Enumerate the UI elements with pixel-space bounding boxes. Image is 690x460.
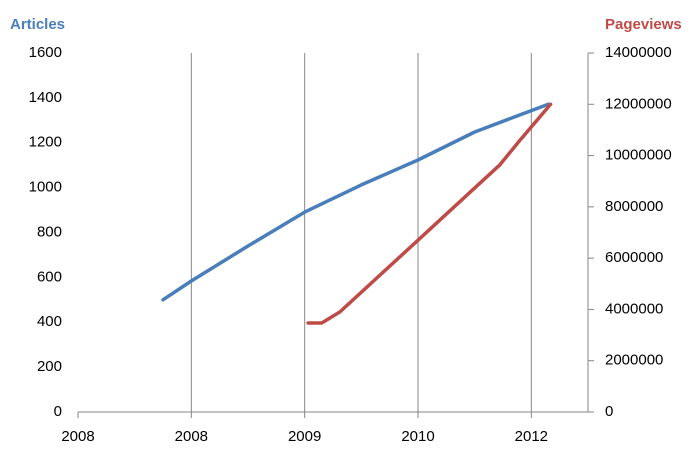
y-tick-label: 200 [37, 358, 62, 375]
y-axis-title: Articles [10, 16, 65, 33]
y2-axis-title: Pageviews [605, 16, 682, 33]
y2-tick-label: 0 [605, 403, 613, 420]
y-tick-label: 600 [37, 268, 62, 285]
y-tick-label: 800 [37, 223, 62, 240]
y-tick-label: 0 [54, 403, 62, 420]
series-line [306, 102, 553, 325]
y-tick-label: 400 [37, 313, 62, 330]
y2-tick-label: 4000000 [605, 300, 663, 317]
x-tick-label: 2010 [401, 428, 434, 445]
y2-tick-label: 14000000 [605, 44, 672, 61]
x-tick-label: 2009 [288, 428, 321, 445]
y2-tick-label: 10000000 [605, 147, 672, 164]
y2-tick-label: 6000000 [605, 249, 663, 266]
y2-tick-label: 8000000 [605, 198, 663, 215]
y2-tick-label: 12000000 [605, 95, 672, 112]
x-tick-label: 2008 [175, 428, 208, 445]
series-line [161, 102, 551, 302]
x-tick-label: 2008 [61, 428, 94, 445]
y-tick-label: 1400 [29, 89, 62, 106]
y2-tick-label: 2000000 [605, 352, 663, 369]
y-tick-label: 1600 [29, 44, 62, 61]
x-tick-label: 2012 [515, 428, 548, 445]
y-tick-label: 1200 [29, 134, 62, 151]
y-tick-label: 1000 [29, 179, 62, 196]
